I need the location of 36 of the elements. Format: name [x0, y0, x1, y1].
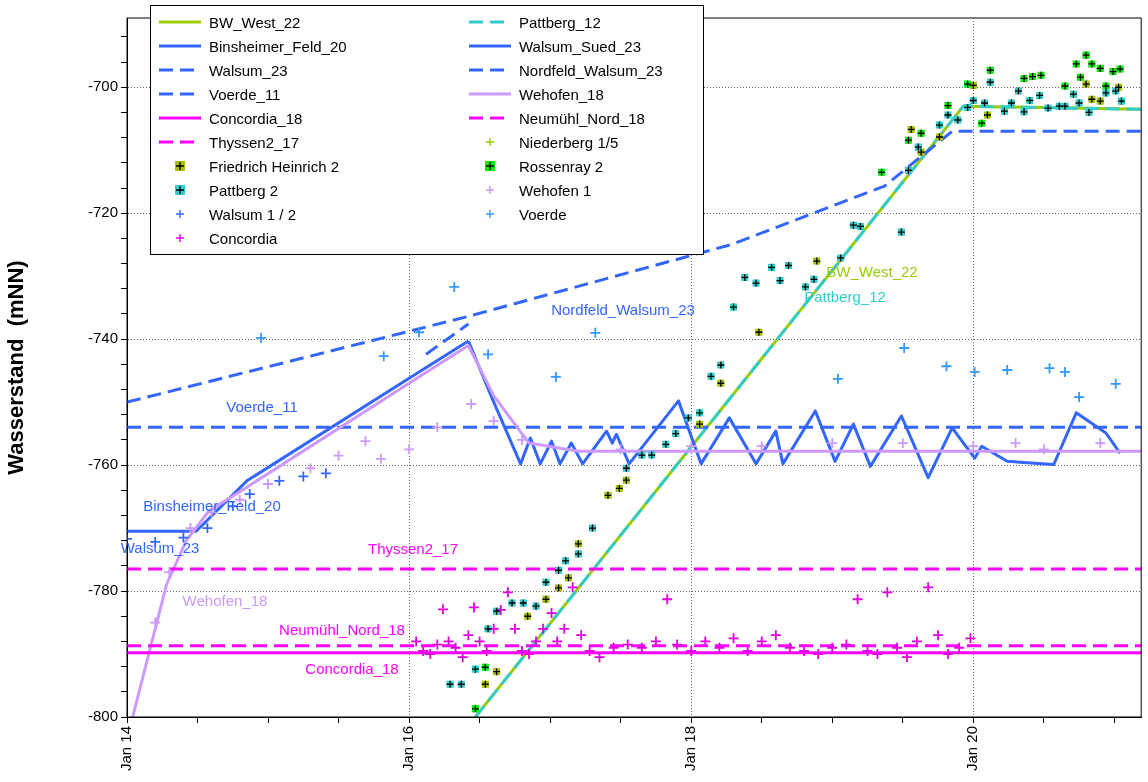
- x-tick-label: Jan 20: [963, 726, 981, 772]
- legend-label: Walsum_Sued_23: [519, 37, 642, 55]
- legend-label: Rossenray 2: [519, 157, 604, 175]
- legend-label: Thyssen2_17: [209, 133, 300, 151]
- legend-label: Concordia_18: [209, 109, 303, 127]
- annotation: Voerde_11: [226, 398, 298, 416]
- annotation: Neumühl_Nord_18: [279, 621, 405, 639]
- annotation: Thyssen2_17: [367, 540, 459, 558]
- x-tick-label: Jan 16: [399, 726, 417, 772]
- legend-label: Wehofen_18: [519, 85, 604, 103]
- legend-label: Niederberg 1/5: [519, 133, 619, 151]
- legend-label: Concordia: [209, 229, 278, 247]
- x-tick-label: Jan 18: [681, 726, 699, 772]
- legend-label: Pattberg_12: [519, 13, 601, 31]
- annotation: Concordia_18: [305, 660, 399, 678]
- y-tick-label: -740: [87, 329, 118, 347]
- legend-label: Friedrich Heinrich 2: [209, 157, 340, 175]
- legend-label: BW_West_22: [209, 13, 301, 31]
- legend-label: Voerde: [519, 205, 567, 223]
- legend-label: Walsum_23: [209, 61, 288, 79]
- legend-label: Nordfeld_Walsum_23: [519, 61, 663, 79]
- legend-label: Walsum 1 / 2: [209, 205, 296, 223]
- legend-label: Binsheimer_Feld_20: [209, 37, 347, 55]
- annotation: Wehofen_18: [182, 592, 268, 610]
- y-axis-title: Wasserstand (mNN): [3, 260, 29, 475]
- annotation: Nordfeld_Walsum_23: [551, 301, 695, 319]
- y-tick-label: -700: [87, 77, 118, 95]
- y-tick-label: -800: [87, 707, 118, 725]
- legend-label: Voerde_11: [209, 85, 281, 103]
- y-tick-label: -720: [87, 203, 118, 221]
- legend-label: Wehofen 1: [519, 181, 592, 199]
- y-tick-label: -760: [87, 455, 118, 473]
- y-tick-label: -780: [87, 581, 118, 599]
- x-tick-label: Jan 14: [117, 726, 135, 772]
- legend-label: Pattberg 2: [209, 181, 279, 199]
- legend-label: Neumühl_Nord_18: [519, 109, 645, 127]
